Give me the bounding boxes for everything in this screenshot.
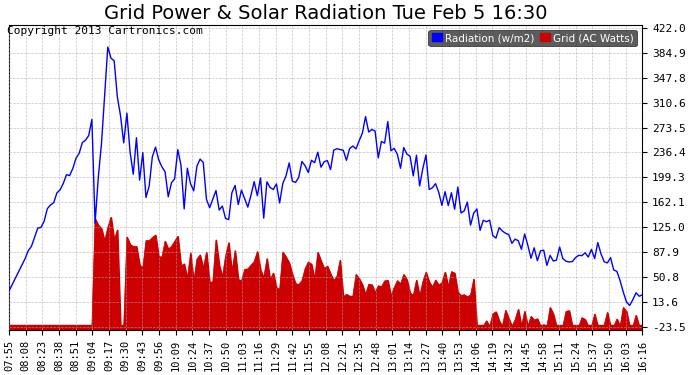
Text: Copyright 2013 Cartronics.com: Copyright 2013 Cartronics.com xyxy=(7,26,203,36)
Legend: Radiation (w/m2), Grid (AC Watts): Radiation (w/m2), Grid (AC Watts) xyxy=(428,30,637,46)
Title: Grid Power & Solar Radiation Tue Feb 5 16:30: Grid Power & Solar Radiation Tue Feb 5 1… xyxy=(104,4,547,23)
Bar xyxy=(9,324,642,330)
